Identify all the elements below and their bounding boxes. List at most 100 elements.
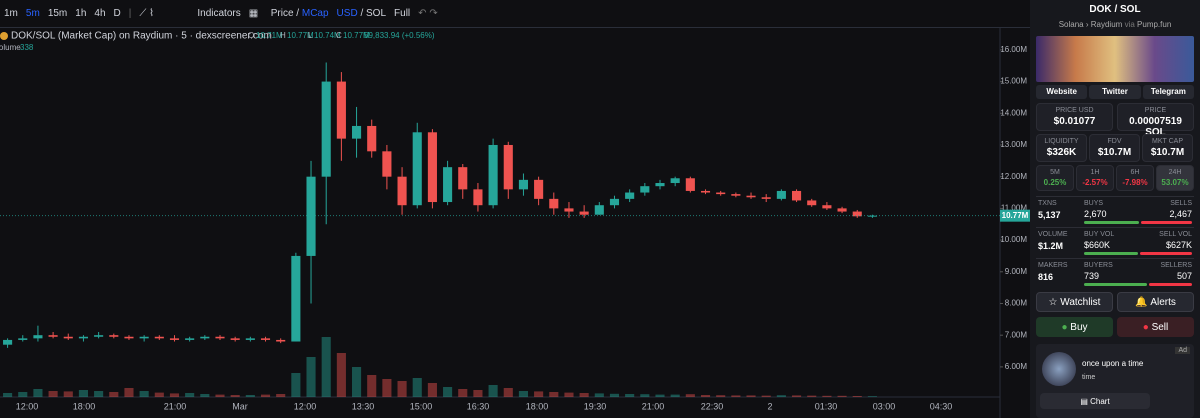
- label: 6H: [1130, 169, 1140, 176]
- label: Watchlist: [1060, 296, 1101, 308]
- candle-body: [488, 144, 498, 206]
- value: 53.07%: [1161, 178, 1189, 187]
- candle-body: [746, 195, 756, 198]
- pair: DOK / SOL: [1030, 4, 1200, 15]
- label: 24H: [1168, 169, 1182, 176]
- volume-bar: [655, 394, 665, 397]
- x-tick-label: 12:00: [294, 401, 317, 411]
- x-tick-label: 16:30: [467, 401, 490, 411]
- candle-body: [154, 336, 164, 339]
- label: Sell: [1151, 321, 1169, 333]
- volume-bar: [124, 388, 134, 397]
- value: 0.00007519 SOL: [1129, 116, 1182, 138]
- interval[interactable]: 4h: [94, 8, 106, 19]
- c-value: 10.77M: [343, 31, 370, 40]
- sell[interactable]: ● Sell: [1117, 317, 1194, 337]
- candle-body: [321, 81, 331, 177]
- price-toggle[interactable]: Price / MCap: [270, 8, 329, 19]
- volume-bar: [609, 393, 620, 397]
- full[interactable]: Full: [394, 8, 411, 19]
- via: via: [1124, 20, 1135, 29]
- volume-bar: [245, 395, 255, 397]
- interval[interactable]: 1m: [4, 8, 18, 19]
- volume-bar: [260, 394, 271, 397]
- candle-body: [18, 338, 28, 340]
- volume-bar: [867, 396, 877, 397]
- volume-bar: [109, 392, 119, 397]
- candle-body: [94, 335, 104, 337]
- indicators[interactable]: Indicators: [197, 8, 241, 19]
- change[interactable]: 24H 53.07%: [1156, 165, 1194, 191]
- candle-body: [731, 194, 741, 196]
- current-label: 10.77M: [1002, 211, 1029, 220]
- x-tick-label: 18:00: [526, 401, 549, 411]
- mcap: MCap: [301, 8, 329, 19]
- volume-bar: [731, 395, 741, 397]
- value: $326K: [1046, 147, 1077, 158]
- y-tick-label: 14.00M: [1000, 108, 1027, 117]
- sol: SOL: [366, 8, 387, 19]
- volume-bar: [3, 393, 13, 397]
- value: $1.2M: [1038, 241, 1064, 251]
- candle-body: [443, 167, 453, 203]
- buy-bar: [1084, 221, 1140, 224]
- buy[interactable]: ● Buy: [1036, 317, 1113, 337]
- volume-bar: [488, 385, 498, 397]
- volume-bar: [473, 390, 483, 397]
- candle-body: [852, 211, 862, 217]
- candle-body: [518, 179, 528, 190]
- candle-body: [625, 192, 635, 199]
- change[interactable]: 6H -7.98%: [1116, 165, 1154, 191]
- left-label: BUYERS: [1084, 262, 1113, 269]
- volume-bar: [746, 395, 756, 397]
- interval[interactable]: D: [113, 8, 121, 19]
- x-tick-label: 04:30: [930, 401, 953, 411]
- currency-toggle[interactable]: USD / SOL: [336, 8, 387, 19]
- volume-bar: [154, 392, 164, 397]
- change[interactable]: 1H -2.57%: [1076, 165, 1114, 191]
- volume-bar: [579, 393, 589, 397]
- interval[interactable]: 5m: [25, 8, 40, 19]
- volume-bar: [291, 373, 301, 397]
- link[interactable]: Website: [1036, 85, 1088, 99]
- interval[interactable]: 15m: [47, 8, 68, 19]
- candle-body: [306, 176, 316, 256]
- x-tick-label: 19:30: [584, 401, 607, 411]
- volume-bar: [276, 394, 286, 397]
- candle-body: [185, 338, 195, 340]
- interval[interactable]: 1h: [75, 8, 87, 19]
- x-tick-label: Mar: [232, 401, 248, 411]
- stat-row: TXNS 5,137 BUYS 2,670 SELLS 2,467: [1036, 196, 1194, 226]
- left-label: BUYS: [1084, 200, 1104, 207]
- ad-tag: Ad: [1175, 347, 1190, 354]
- alerts[interactable]: 🔔 Alerts: [1117, 292, 1194, 312]
- candle-body: [807, 200, 817, 206]
- right-label: SELLS: [1170, 200, 1192, 207]
- undo[interactable]: ↶ ↷: [418, 8, 438, 19]
- candle-body: [655, 183, 665, 187]
- link[interactable]: Twitter: [1089, 85, 1141, 99]
- watchlist[interactable]: ☆ Watchlist: [1036, 292, 1113, 312]
- volume-bar: [549, 392, 559, 397]
- chart-bg: [0, 0, 1030, 418]
- candle-body: [291, 255, 301, 342]
- volume-bar: [503, 388, 513, 397]
- link[interactable]: Telegram: [1142, 85, 1194, 99]
- candle-body: [169, 338, 180, 340]
- volume-bar: [685, 394, 695, 397]
- value: 5,137: [1038, 210, 1061, 220]
- candle-body: [78, 336, 88, 339]
- change[interactable]: 5M 0.25%: [1036, 165, 1074, 191]
- candle-body: [670, 178, 680, 184]
- ad-chart[interactable]: ▤ Chart: [1040, 393, 1150, 409]
- volume-bar: [367, 375, 377, 397]
- candle-body: [230, 338, 240, 340]
- y-tick-label: 15.00M: [1000, 77, 1027, 86]
- volume-bar: [352, 367, 362, 397]
- base: DOK: [1089, 4, 1112, 15]
- volume-bar: [397, 381, 407, 397]
- current-tag: [1000, 209, 1030, 222]
- value: -7.98%: [1122, 178, 1148, 187]
- candle-body: [427, 132, 437, 203]
